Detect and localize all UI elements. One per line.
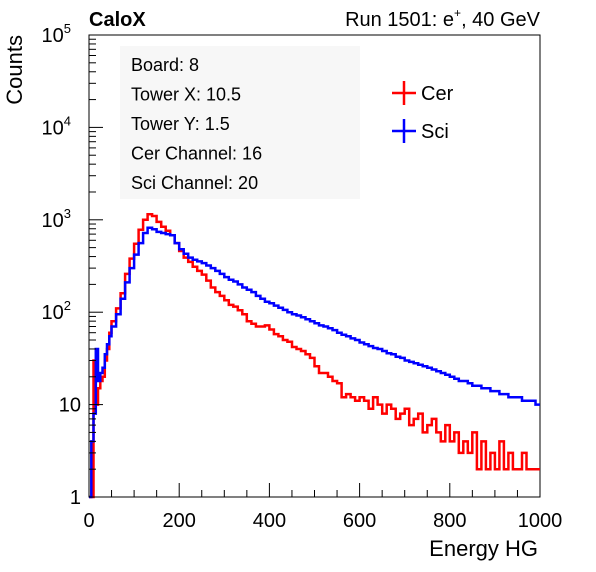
x-axis-label: Energy HG [429, 536, 538, 561]
x-axis: 0 200 400 600 800 1000 [83, 483, 562, 532]
legend-label-cer: Cer [421, 83, 454, 105]
info-box [120, 46, 360, 199]
y-tick-label: 104 [42, 113, 71, 139]
info-line: Cer Channel: 16 [131, 144, 262, 164]
x-tick-label: 800 [433, 510, 466, 532]
legend-label-sci: Sci [421, 121, 449, 143]
y-axis-label: Counts [2, 35, 27, 105]
brand-label: CaloX [89, 9, 146, 31]
y-tick-label: 103 [42, 206, 71, 232]
x-tick-label: 200 [163, 510, 196, 532]
y-tick-label: 105 [42, 21, 71, 47]
series-sci-line [89, 226, 540, 499]
y-tick-label: 10 [59, 395, 81, 417]
x-tick-label: 1000 [518, 510, 563, 532]
run-info-tail: , 40 GeV [461, 9, 541, 31]
legend: Cer Sci [392, 81, 454, 143]
y-tick-label: 102 [42, 298, 71, 324]
y-tick-label: 1 [70, 487, 81, 509]
x-tick-label: 0 [83, 510, 94, 532]
run-info-sup: + [454, 6, 461, 20]
x-tick-label: 400 [253, 510, 286, 532]
series-layer [89, 212, 540, 499]
y-axis: 1 10 102 103 104 105 [42, 21, 103, 509]
series-cer-line [89, 212, 540, 499]
run-info: Run 1501: e+, 40 GeV [345, 6, 541, 31]
info-line: Tower Y: 1.5 [131, 114, 230, 134]
x-tick-label: 600 [343, 510, 376, 532]
info-line: Tower X: 10.5 [131, 85, 241, 105]
info-box-lines: Board: 8 Tower X: 10.5 Tower Y: 1.5 Cer Cha… [131, 55, 262, 193]
run-info-main: Run 1501: e [345, 9, 454, 31]
info-line: Sci Channel: 20 [131, 173, 258, 193]
info-line: Board: 8 [131, 55, 199, 75]
